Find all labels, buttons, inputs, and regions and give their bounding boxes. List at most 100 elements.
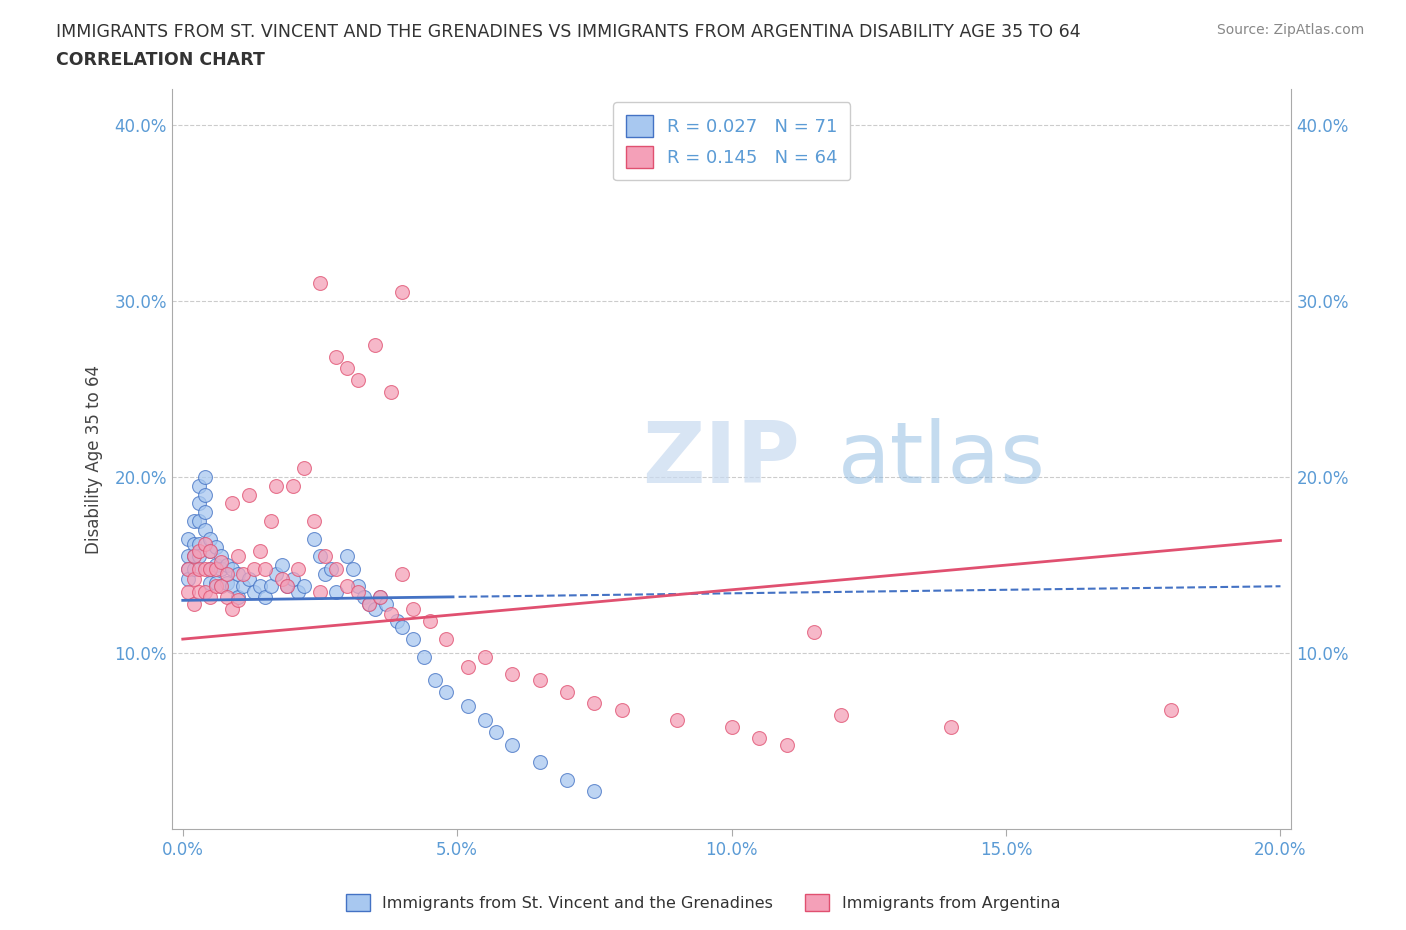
- Point: [177, 584, 200, 599]
- Point: [380, 607, 402, 622]
- Point: [177, 549, 200, 564]
- Point: [204, 578, 226, 593]
- Point: [370, 590, 392, 604]
- Point: [204, 576, 226, 591]
- Point: [364, 602, 387, 617]
- Point: [177, 572, 200, 587]
- Point: [336, 578, 359, 593]
- Point: [204, 540, 226, 555]
- Point: [304, 513, 326, 528]
- Point: [226, 566, 249, 581]
- Point: [183, 561, 205, 576]
- Point: [243, 561, 266, 576]
- Point: [254, 590, 277, 604]
- Point: [391, 566, 413, 581]
- Point: [221, 561, 243, 576]
- Point: [204, 558, 226, 573]
- Point: [183, 537, 205, 551]
- Point: [314, 549, 336, 564]
- Point: [198, 590, 221, 604]
- Point: [347, 584, 370, 599]
- Point: [270, 558, 292, 573]
- Point: [292, 578, 315, 593]
- Point: [325, 350, 347, 365]
- Point: [402, 631, 425, 646]
- Point: [249, 543, 271, 558]
- Point: [183, 596, 205, 611]
- Point: [359, 596, 381, 611]
- Point: [457, 698, 479, 713]
- Point: [665, 712, 688, 727]
- Point: [353, 590, 375, 604]
- Point: [391, 285, 413, 299]
- Point: [347, 578, 370, 593]
- Point: [188, 496, 211, 511]
- Point: [583, 695, 606, 710]
- Point: [183, 549, 205, 564]
- Point: [276, 578, 298, 593]
- Point: [243, 584, 266, 599]
- Point: [555, 773, 578, 788]
- Point: [270, 572, 292, 587]
- Point: [209, 549, 232, 564]
- Point: [342, 561, 364, 576]
- Point: [194, 470, 217, 485]
- Point: [287, 561, 309, 576]
- Point: [188, 561, 211, 576]
- Point: [501, 667, 523, 682]
- Point: [529, 755, 551, 770]
- Point: [276, 578, 298, 593]
- Point: [336, 549, 359, 564]
- Point: [221, 578, 243, 593]
- Point: [370, 590, 392, 604]
- Point: [204, 561, 226, 576]
- Point: [803, 625, 825, 640]
- Legend: Immigrants from St. Vincent and the Grenadines, Immigrants from Argentina: Immigrants from St. Vincent and the Gren…: [339, 888, 1067, 917]
- Point: [775, 737, 797, 752]
- Point: [194, 487, 217, 502]
- Text: atlas: atlas: [838, 418, 1046, 501]
- Point: [1160, 702, 1182, 717]
- Point: [215, 558, 238, 573]
- Point: [198, 561, 221, 576]
- Point: [215, 576, 238, 591]
- Point: [425, 672, 447, 687]
- Point: [215, 590, 238, 604]
- Point: [304, 531, 326, 546]
- Point: [380, 385, 402, 400]
- Point: [314, 566, 336, 581]
- Point: [226, 549, 249, 564]
- Point: [226, 593, 249, 608]
- Point: [232, 566, 254, 581]
- Point: [209, 578, 232, 593]
- Point: [194, 523, 217, 538]
- Point: [748, 730, 770, 745]
- Point: [198, 576, 221, 591]
- Point: [259, 513, 281, 528]
- Point: [501, 737, 523, 752]
- Point: [325, 561, 347, 576]
- Point: [188, 543, 211, 558]
- Point: [238, 572, 260, 587]
- Point: [434, 631, 457, 646]
- Point: [474, 649, 496, 664]
- Point: [309, 584, 332, 599]
- Point: [194, 561, 217, 576]
- Point: [413, 649, 436, 664]
- Point: [336, 360, 359, 375]
- Text: Source: ZipAtlas.com: Source: ZipAtlas.com: [1216, 23, 1364, 37]
- Point: [188, 584, 211, 599]
- Point: [198, 543, 221, 558]
- Point: [325, 584, 347, 599]
- Point: [385, 614, 408, 629]
- Point: [249, 578, 271, 593]
- Point: [198, 543, 221, 558]
- Point: [529, 672, 551, 687]
- Point: [221, 496, 243, 511]
- Text: IMMIGRANTS FROM ST. VINCENT AND THE GRENADINES VS IMMIGRANTS FROM ARGENTINA DISA: IMMIGRANTS FROM ST. VINCENT AND THE GREN…: [56, 23, 1081, 41]
- Y-axis label: Disability Age 35 to 64: Disability Age 35 to 64: [86, 365, 103, 554]
- Point: [583, 783, 606, 798]
- Point: [209, 554, 232, 569]
- Point: [457, 660, 479, 675]
- Point: [188, 478, 211, 493]
